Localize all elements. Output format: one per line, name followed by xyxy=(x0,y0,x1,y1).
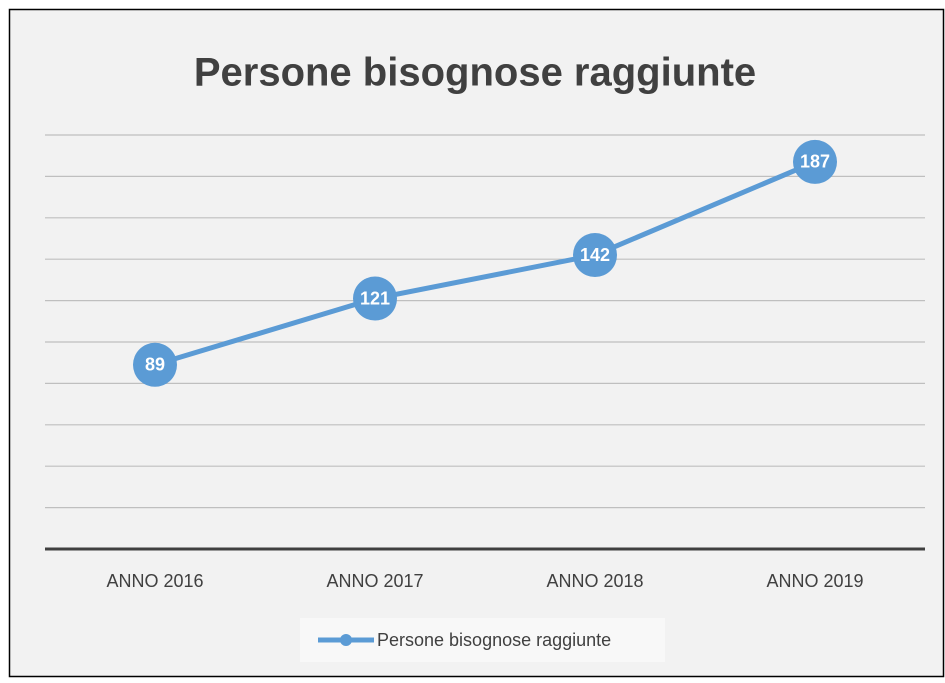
x-tick-label: ANNO 2019 xyxy=(766,571,863,591)
data-label: 121 xyxy=(360,288,390,308)
data-point xyxy=(353,276,397,321)
data-label: 89 xyxy=(145,355,165,375)
x-tick-label: ANNO 2018 xyxy=(546,571,643,591)
data-line xyxy=(154,159,816,368)
data-label: 187 xyxy=(800,152,830,172)
data-point xyxy=(573,233,617,278)
data-point xyxy=(793,139,837,184)
chart-area xyxy=(8,8,945,678)
x-tick-label: ANNO 2016 xyxy=(106,571,203,591)
chart-title: Persone bisognose raggiunte xyxy=(194,51,756,95)
data-label: 142 xyxy=(580,245,610,265)
legend-label: Persone bisognose raggiunte xyxy=(377,630,611,650)
data-point xyxy=(133,342,177,387)
legend-marker xyxy=(340,634,352,646)
x-tick-label: ANNO 2017 xyxy=(326,571,423,591)
